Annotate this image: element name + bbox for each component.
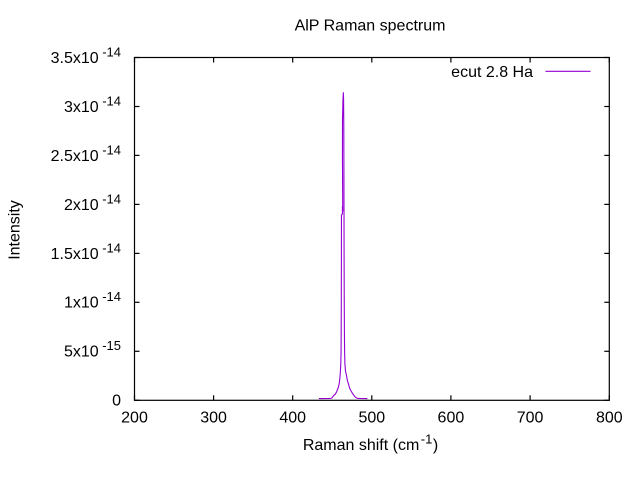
svg-text:300: 300 bbox=[200, 410, 227, 427]
svg-text:1.5x10-14: 1.5x10 -14 bbox=[51, 240, 121, 263]
svg-text:200: 200 bbox=[121, 410, 148, 427]
svg-text:2x10-14: 2x10 -14 bbox=[64, 191, 121, 214]
svg-text:400: 400 bbox=[279, 410, 306, 427]
svg-text:2.5x10-14: 2.5x10 -14 bbox=[51, 142, 121, 165]
svg-text:600: 600 bbox=[438, 410, 465, 427]
svg-text:Raman shift (cm-1): Raman shift (cm -1) bbox=[303, 431, 438, 454]
svg-text:800: 800 bbox=[596, 410, 623, 427]
svg-text:AlP Raman spectrum: AlP Raman spectrum bbox=[295, 17, 446, 34]
svg-text:500: 500 bbox=[358, 410, 385, 427]
svg-text:3.5x10-14: 3.5x10 -14 bbox=[51, 44, 121, 67]
svg-text:1x10-14: 1x10 -14 bbox=[64, 289, 121, 312]
svg-text:Intensity: Intensity bbox=[7, 200, 24, 260]
svg-text:ecut 2.8 Ha: ecut 2.8 Ha bbox=[451, 64, 533, 81]
svg-text:0: 0 bbox=[112, 393, 121, 410]
svg-text:3x10-14: 3x10 -14 bbox=[64, 93, 121, 116]
svg-text:700: 700 bbox=[517, 410, 544, 427]
svg-text:5x10-15: 5x10 -15 bbox=[64, 338, 121, 361]
